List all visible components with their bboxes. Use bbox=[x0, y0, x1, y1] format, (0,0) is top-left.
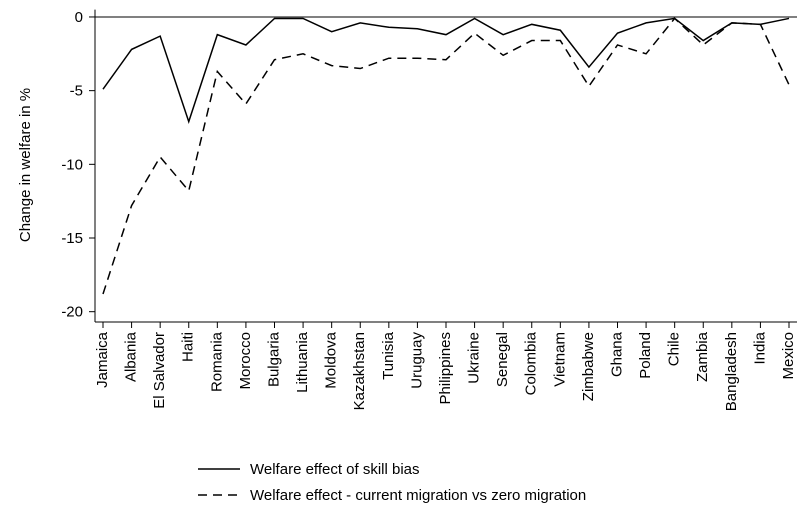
x-tick-label: Mexico bbox=[780, 332, 797, 380]
x-tick-label: Kazakhstan bbox=[351, 332, 368, 410]
x-tick-label: Bulgaria bbox=[265, 331, 282, 387]
series-line bbox=[102, 17, 790, 295]
x-tick-label: Ghana bbox=[608, 331, 625, 377]
x-tick-label: Chile bbox=[666, 332, 683, 366]
x-tick-label: India bbox=[751, 331, 768, 364]
x-tick-label: Haiti bbox=[180, 332, 197, 362]
series-line bbox=[102, 17, 790, 124]
x-tick-label: Philippines bbox=[437, 332, 454, 405]
y-tick-label: 0 bbox=[75, 9, 83, 26]
x-tick-label: Jamaica bbox=[94, 331, 111, 388]
x-tick-label: Morocco bbox=[237, 332, 254, 390]
x-tick-label: Senegal bbox=[494, 332, 511, 387]
y-tick-label: -5 bbox=[70, 83, 83, 100]
x-tick-label: Albania bbox=[123, 331, 140, 382]
x-tick-label: Colombia bbox=[523, 331, 540, 395]
x-tick-label: Romania bbox=[208, 331, 225, 392]
x-tick-label: Moldova bbox=[323, 331, 340, 388]
y-tick-label: -15 bbox=[61, 230, 83, 247]
legend-label: Welfare effect of skill bias bbox=[250, 461, 420, 478]
x-tick-label: Uruguay bbox=[408, 332, 425, 389]
y-axis-label: Change in welfare in % bbox=[17, 88, 34, 242]
y-tick-label: -10 bbox=[61, 156, 83, 173]
x-tick-label: Lithuania bbox=[294, 331, 311, 393]
x-tick-label: Zimbabwe bbox=[580, 332, 597, 401]
x-tick-label: Zambia bbox=[694, 331, 711, 382]
x-tick-label: Bangladesh bbox=[723, 332, 740, 411]
x-tick-label: Poland bbox=[637, 332, 654, 379]
legend-label: Welfare effect - current migration vs ze… bbox=[250, 487, 586, 504]
x-tick-label: Tunisia bbox=[380, 331, 397, 379]
x-tick-label: Ukraine bbox=[466, 332, 483, 384]
x-tick-label: Vietnam bbox=[551, 332, 568, 387]
x-tick-label: El Salvador bbox=[151, 332, 168, 409]
y-tick-label: -20 bbox=[61, 304, 83, 321]
